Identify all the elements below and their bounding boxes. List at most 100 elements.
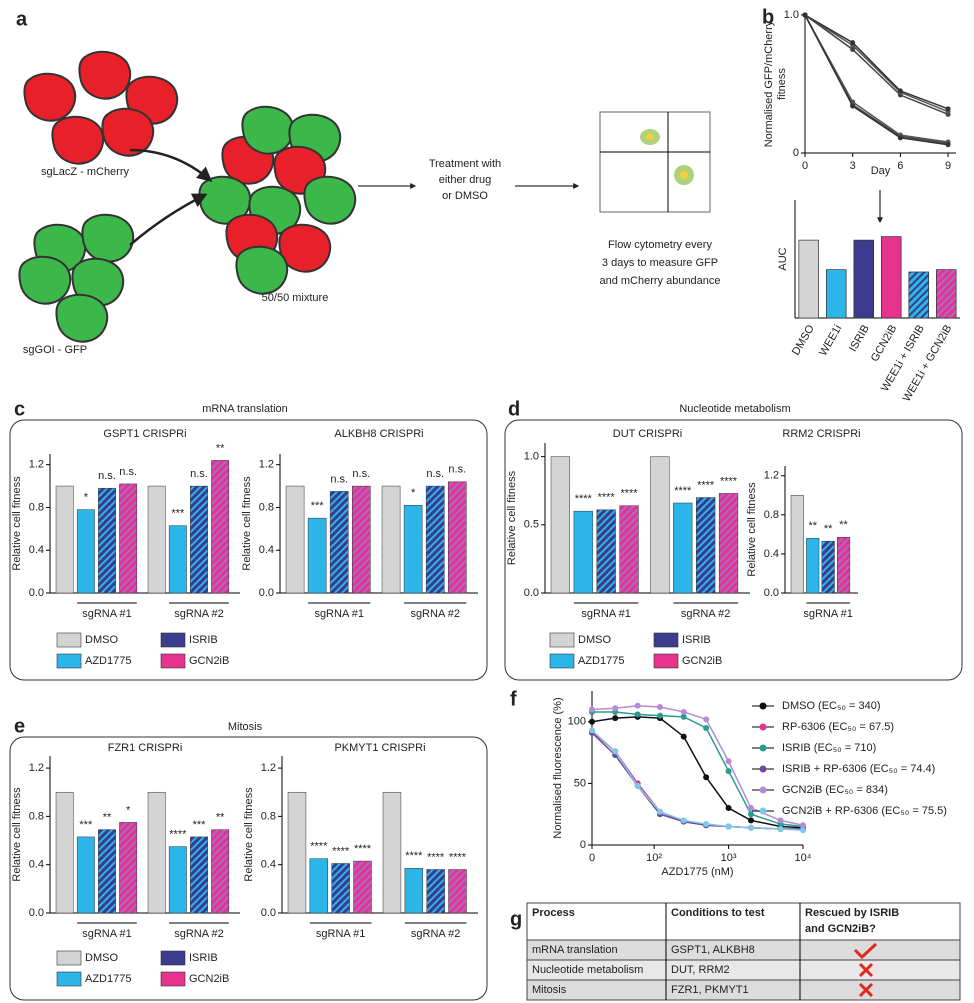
legend-marker xyxy=(759,786,767,794)
significance-label: n.s. xyxy=(426,468,444,480)
bar xyxy=(382,791,402,914)
label: Flow cytometry every xyxy=(608,239,712,251)
y-tick-label: 1.2 xyxy=(29,459,44,471)
significance-label: **** xyxy=(449,851,467,863)
y-tick-label: 0.0 xyxy=(29,587,44,599)
y-axis-label: Relative cell fitness xyxy=(746,482,758,577)
chart-title: DUT CRISPRi xyxy=(613,428,682,440)
bar xyxy=(76,509,95,594)
bar xyxy=(853,239,874,319)
y-axis-label: Normalised fluorescence (%) xyxy=(552,697,564,838)
y-axis-label: Relative cell fitness xyxy=(243,787,255,882)
section-box xyxy=(9,419,488,681)
section-title: Mitosis xyxy=(228,721,263,733)
point xyxy=(802,12,808,18)
bar xyxy=(119,483,138,594)
arrow xyxy=(129,148,213,182)
x-tick-label: WEE1i xyxy=(817,323,844,358)
bar xyxy=(806,538,820,594)
table-cell: Nucleotide metabolism xyxy=(532,964,643,976)
legend-label: AZD1775 xyxy=(578,655,624,667)
point xyxy=(747,817,754,824)
point xyxy=(850,47,856,52)
bar xyxy=(147,791,166,914)
significance-label: **** xyxy=(354,843,372,855)
table xyxy=(526,902,961,1001)
series-line xyxy=(591,732,803,830)
y-tick-label: 0.8 xyxy=(29,810,44,822)
significance-label: * xyxy=(126,804,131,816)
point xyxy=(897,88,903,94)
bar xyxy=(98,829,116,914)
point xyxy=(945,106,951,112)
bar xyxy=(329,491,349,594)
bar xyxy=(285,485,305,594)
legend-label: GCN2iB xyxy=(682,655,722,667)
bar xyxy=(168,525,187,594)
significance-label: **** xyxy=(169,828,187,840)
significance-label: n.s. xyxy=(448,464,466,476)
panel-letter: e xyxy=(14,715,25,737)
y-axis-label: AUC xyxy=(777,247,789,270)
series-line xyxy=(592,711,804,828)
bar xyxy=(935,269,957,319)
x-tick-label: sgRNA #1 xyxy=(803,608,853,620)
point xyxy=(589,727,595,734)
bar xyxy=(619,505,639,594)
point xyxy=(725,758,732,765)
significance-label: ** xyxy=(808,520,817,532)
point xyxy=(850,103,856,109)
point xyxy=(680,708,687,715)
point xyxy=(777,817,784,824)
legend-marker xyxy=(759,765,767,773)
series-line xyxy=(591,729,804,831)
x-tick-label: 10² xyxy=(646,852,662,864)
bar xyxy=(426,869,445,914)
x-tick-label: sgRNA #1 xyxy=(316,928,366,940)
chart-title: FZR1 CRISPRi xyxy=(108,742,183,754)
red-cells xyxy=(23,50,179,165)
y-tick-label: 0.0 xyxy=(259,587,274,599)
point xyxy=(800,822,806,829)
significance-label: ** xyxy=(839,519,848,531)
table-cell: FZR1, PKMYT1 xyxy=(671,984,749,996)
significance-label: *** xyxy=(171,508,185,520)
point xyxy=(680,733,687,740)
x-tick-label: sgRNA #1 xyxy=(82,928,132,940)
bar xyxy=(287,791,307,914)
bar xyxy=(168,846,187,914)
y-tick-label: 1.2 xyxy=(261,762,276,774)
bar xyxy=(718,493,739,594)
table-cell: mRNA translation xyxy=(532,944,618,956)
point xyxy=(747,824,754,831)
section-box xyxy=(9,736,488,1001)
panel-letter: b xyxy=(762,6,774,28)
series-line xyxy=(804,14,949,113)
legend-swatch xyxy=(56,950,82,966)
point xyxy=(945,142,951,148)
table-header: Rescued by ISRIB xyxy=(805,907,899,919)
significance-label: n.s. xyxy=(98,470,116,482)
bar xyxy=(790,495,804,594)
green-cells xyxy=(18,213,135,343)
point xyxy=(634,711,641,718)
significance-label: *** xyxy=(79,819,93,831)
significance-label: n.s. xyxy=(330,473,348,485)
bar xyxy=(447,481,467,594)
x-tick-label: 9 xyxy=(945,160,951,172)
significance-label: **** xyxy=(598,492,616,504)
chart-title: PKMYT1 CRISPRi xyxy=(334,742,425,754)
bar xyxy=(650,456,670,594)
bar xyxy=(825,269,847,319)
y-tick-label: 0.8 xyxy=(29,501,44,513)
y-axis-label: fitness xyxy=(776,68,788,100)
point xyxy=(589,718,595,725)
x-tick-label: 10³ xyxy=(721,852,737,864)
y-axis-label: Relative cell fitness xyxy=(506,470,518,565)
label: and mCherry abundance xyxy=(599,275,720,287)
panel-letter: c xyxy=(14,398,25,420)
legend-marker xyxy=(759,702,767,710)
legend-swatch xyxy=(56,653,82,669)
significance-label: **** xyxy=(620,488,638,500)
